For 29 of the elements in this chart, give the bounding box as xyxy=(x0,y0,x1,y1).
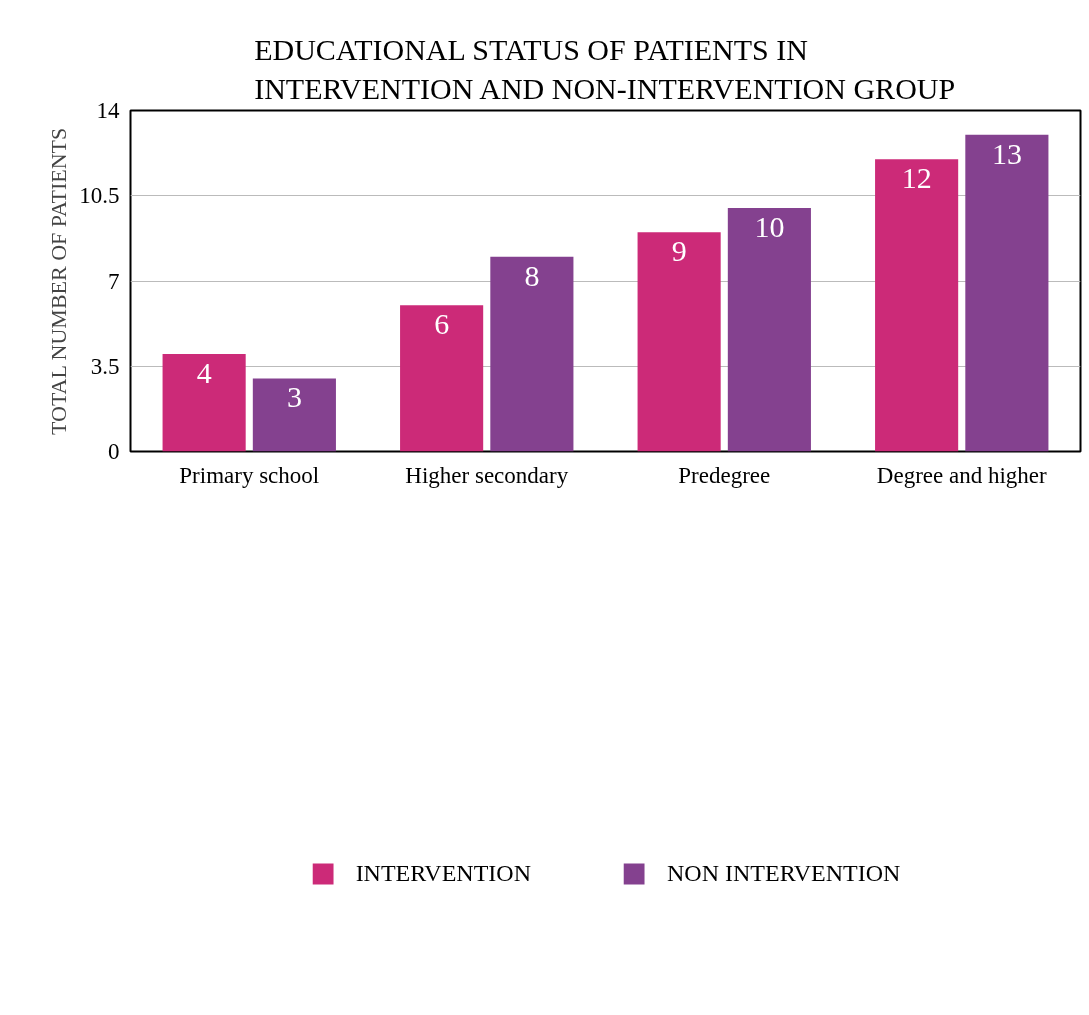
bar xyxy=(490,256,574,452)
data-label: 8 xyxy=(524,258,540,292)
data-label: 10 xyxy=(754,209,785,243)
data-label: 12 xyxy=(901,161,932,195)
x-tick-label: Primary school xyxy=(179,462,320,488)
data-label: 13 xyxy=(991,136,1022,170)
bar xyxy=(400,305,484,452)
y-axis-title: TOTAL NUMBER OF PATIENTS xyxy=(46,127,72,436)
y-tick-label: 7 xyxy=(108,268,120,294)
bar xyxy=(875,159,959,452)
y-tick-label: 14 xyxy=(96,98,120,123)
legend-label: NON INTERVENTION xyxy=(667,859,901,887)
data-label: 3 xyxy=(286,380,302,414)
data-label: 4 xyxy=(196,356,212,390)
bar xyxy=(637,232,721,452)
bar xyxy=(252,378,336,452)
y-tick-label: 0 xyxy=(108,439,120,464)
y-tick-label: 3.5 xyxy=(90,353,120,379)
legend-label: INTERVENTION xyxy=(355,859,531,887)
x-tick-label: Degree and higher xyxy=(876,462,1048,488)
x-tick-label: Higher secondary xyxy=(405,462,569,488)
bar xyxy=(965,134,1049,452)
x-tick-label: Predegree xyxy=(678,462,771,488)
chart-title: EDUCATIONAL STATUS OF PATIENTS IN INTERVENTION AND NON-INTERVENTION GROUP xyxy=(254,32,956,106)
bar xyxy=(727,207,811,452)
bar xyxy=(162,354,246,452)
data-label: 9 xyxy=(671,234,687,268)
y-tick-label: 10.5 xyxy=(79,183,120,209)
data-label: 6 xyxy=(434,307,450,341)
